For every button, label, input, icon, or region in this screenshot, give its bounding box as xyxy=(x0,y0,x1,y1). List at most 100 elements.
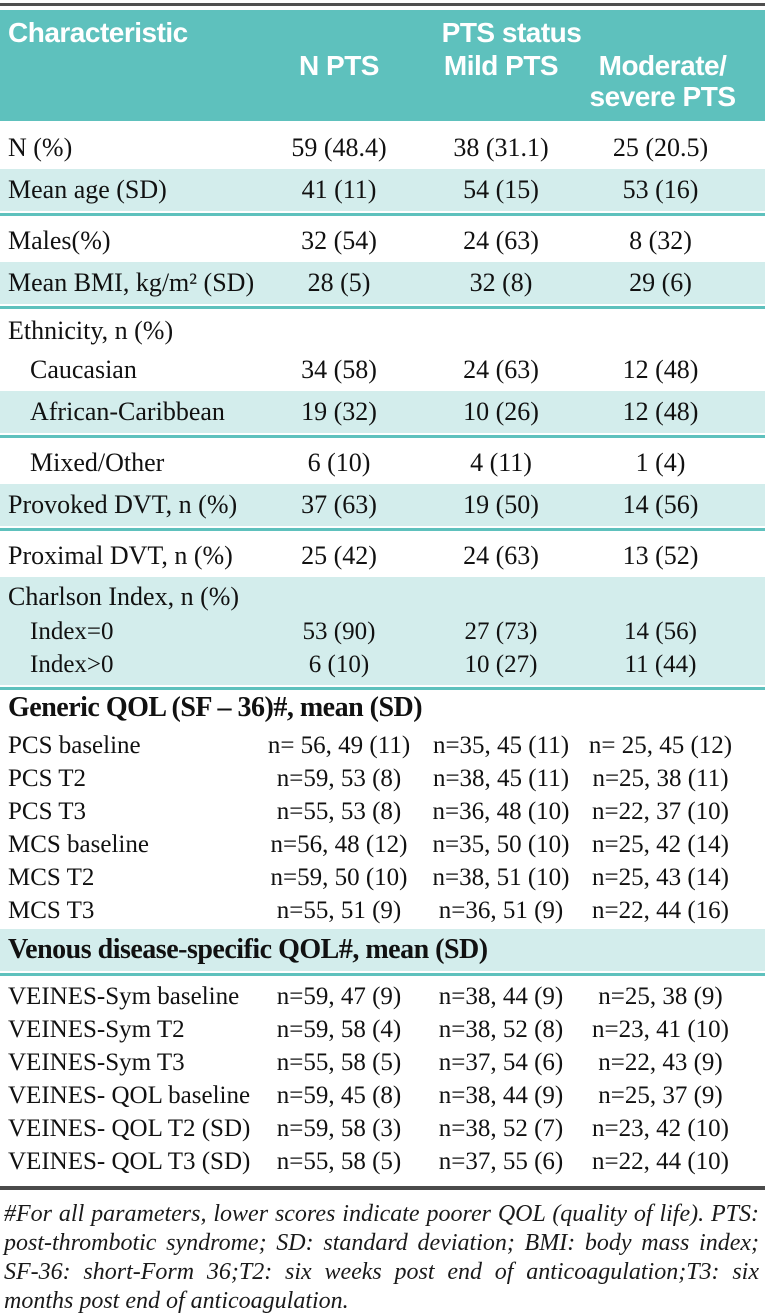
row-value: 41 (11) xyxy=(301,175,377,204)
table-row: PCS T3 n=55, 53 (8) n=36, 48 (10) n=22, 37 … xyxy=(0,795,765,828)
row-label: PCS T2 xyxy=(8,764,87,792)
table-row: Provoked DVT, n (%) 37 (63) 19 (50) 14 (56) xyxy=(0,484,765,526)
row-value: n=22, 43 (9) xyxy=(598,1048,723,1076)
table-row: VEINES- QOL T3 (SD) n=55, 58 (5) n=37, 55 … xyxy=(0,1145,765,1178)
row-value: n=35, 50 (10) xyxy=(432,830,570,858)
table-row: MCS T2 n=59, 50 (10) n=38, 51 (10) n=25, 43… xyxy=(0,861,765,894)
row-value: 6 (10) xyxy=(308,650,370,678)
row-value: n=25, 38 (11) xyxy=(592,764,729,792)
row-label: Males(%) xyxy=(8,226,111,255)
row-label: N (%) xyxy=(8,133,73,162)
row-label: Generic QOL (SF – 36)#, mean (SD) xyxy=(8,692,423,723)
table-row: African-Caribbean 19 (32) 10 (26) 12 (48) xyxy=(0,391,765,433)
row-value: 25 (20.5) xyxy=(612,133,709,162)
row-value: n= 56, 49 (11) xyxy=(267,731,411,759)
row-label: Venous disease-specific QOL#, mean (SD) xyxy=(8,934,488,965)
row-value: 24 (63) xyxy=(463,355,539,384)
row-value: n=55, 58 (5) xyxy=(276,1147,402,1175)
column-header-n-pts: N PTS xyxy=(299,50,379,81)
row-value: 6 (10) xyxy=(307,448,371,477)
row-value: n=22, 44 (16) xyxy=(592,896,729,924)
table-row: VEINES- QOL baseline n=59, 45 (8) n=38, 44… xyxy=(0,1079,765,1112)
row-label: MCS baseline xyxy=(8,830,149,858)
table-row: Mixed/Other 6 (10) 4 (11) 1 (4) xyxy=(0,442,765,484)
row-value: n=38, 51 (10) xyxy=(432,863,570,891)
row-label: VEINES-Sym baseline xyxy=(8,982,240,1010)
row-value: n=38, 44 (9) xyxy=(438,1081,564,1109)
row-label: Mean age (SD) xyxy=(8,175,167,204)
row-label: Ethnicity, n (%) xyxy=(8,316,174,345)
row-value: 53 (90) xyxy=(302,617,376,645)
row-value: n=38, 52 (7) xyxy=(438,1114,564,1142)
row-label: Charlson Index, n (%) xyxy=(8,582,240,611)
row-value: n=25, 43 (14) xyxy=(592,863,729,891)
row-value: 59 (48.4) xyxy=(291,133,387,162)
row-value: 19 (32) xyxy=(301,397,377,426)
row-value: n=22, 44 (10) xyxy=(592,1147,729,1175)
table-row: PCS T2 n=59, 53 (8) n=38, 45 (11) n=25, 38 … xyxy=(0,762,765,795)
table-row: Mean BMI, kg/m² (SD) 28 (5) 32 (8) 29 (6) xyxy=(0,262,765,304)
row-value: n=59, 45 (8) xyxy=(276,1081,402,1109)
row-value: n=22, 37 (10) xyxy=(592,797,729,825)
row-label: MCS T3 xyxy=(8,896,95,924)
row-value: 11 (44) xyxy=(624,650,697,678)
column-header-characteristic: Characteristic xyxy=(8,17,188,48)
row-value: 10 (26) xyxy=(463,397,539,426)
row-value: 38 (31.1) xyxy=(453,133,549,162)
row-label: African-Caribbean xyxy=(30,397,225,426)
top-rule xyxy=(0,3,765,6)
row-value: n=38, 44 (9) xyxy=(438,982,564,1010)
row-value: 54 (15) xyxy=(463,175,539,204)
table-row: Index>0 6 (10) 10 (27) 11 (44) xyxy=(0,648,765,681)
row-value: 14 (56) xyxy=(622,490,699,519)
table-row: PCS baseline n= 56, 49 (11) n=35, 45 (11) n… xyxy=(0,729,765,762)
row-label: Index=0 xyxy=(30,617,114,645)
row-label: PCS baseline xyxy=(8,731,141,759)
table-body: N (%) 59 (48.4) 38 (31.1) 25 (20.5) Mean age… xyxy=(0,121,765,1178)
row-value: n=59, 50 (10) xyxy=(270,863,408,891)
row-value: 24 (63) xyxy=(463,541,539,570)
row-value: n= 25, 45 (12) xyxy=(588,731,733,759)
section-header-row: Venous disease-specific QOL#, mean (SD) xyxy=(0,929,765,971)
row-value: 13 (52) xyxy=(622,541,699,570)
row-label: VEINES- QOL T3 (SD) xyxy=(8,1147,251,1175)
row-value: 12 (48) xyxy=(622,397,699,426)
row-value: n=25, 42 (14) xyxy=(592,830,729,858)
table-row: VEINES-Sym baseline n=59, 47 (9) n=38, 44 … xyxy=(0,980,765,1013)
row-value: n=55, 51 (9) xyxy=(276,896,402,924)
row-value: 37 (63) xyxy=(301,490,377,519)
row-value: 27 (73) xyxy=(464,617,538,645)
row-label: VEINES-Sym T2 xyxy=(8,1015,185,1043)
row-label: VEINES-Sym T3 xyxy=(8,1048,185,1076)
row-label: PCS T3 xyxy=(8,797,87,825)
table-row: Proximal DVT, n (%) 25 (42) 24 (63) 13 (52) xyxy=(0,535,765,577)
row-value: 32 (8) xyxy=(469,268,533,297)
row-label: Index>0 xyxy=(30,650,114,678)
row-value: 25 (42) xyxy=(301,541,377,570)
row-value: n=38, 45 (11) xyxy=(432,764,570,792)
row-value: 14 (56) xyxy=(624,617,697,645)
table-row: MCS baseline n=56, 48 (12) n=35, 50 (10) n=… xyxy=(0,828,765,861)
row-value: n=37, 55 (6) xyxy=(438,1147,564,1175)
table-row: VEINES-Sym T2 n=59, 58 (4) n=38, 52 (8) n=2… xyxy=(0,1013,765,1046)
row-value: n=59, 47 (9) xyxy=(276,982,402,1010)
row-value: 19 (50) xyxy=(463,490,539,519)
row-value: 53 (16) xyxy=(622,175,699,204)
row-value: 34 (58) xyxy=(301,355,377,384)
row-label: Mixed/Other xyxy=(30,448,165,477)
row-value: n=35, 45 (11) xyxy=(432,731,570,759)
row-value: n=25, 38 (9) xyxy=(598,982,723,1010)
row-label: Mean BMI, kg/m² (SD) xyxy=(8,268,255,297)
table-header: Characteristic PTS status N PTS Mild PTS… xyxy=(0,10,765,121)
row-label: Proximal DVT, n (%) xyxy=(8,541,233,570)
row-value: 4 (11) xyxy=(470,448,532,477)
row-value: n=36, 48 (10) xyxy=(432,797,570,825)
table-figure: Characteristic PTS status N PTS Mild PTS… xyxy=(0,3,765,1314)
table-row: Males(%) 32 (54) 24 (63) 8 (32) xyxy=(0,220,765,262)
row-value: n=23, 42 (10) xyxy=(592,1114,729,1142)
row-value: n=23, 41 (10) xyxy=(592,1015,729,1043)
row-label: Provoked DVT, n (%) xyxy=(8,490,238,519)
row-value: 1 (4) xyxy=(635,448,686,477)
row-value: n=38, 52 (8) xyxy=(438,1015,564,1043)
column-header-mild-pts: Mild PTS xyxy=(443,50,559,81)
